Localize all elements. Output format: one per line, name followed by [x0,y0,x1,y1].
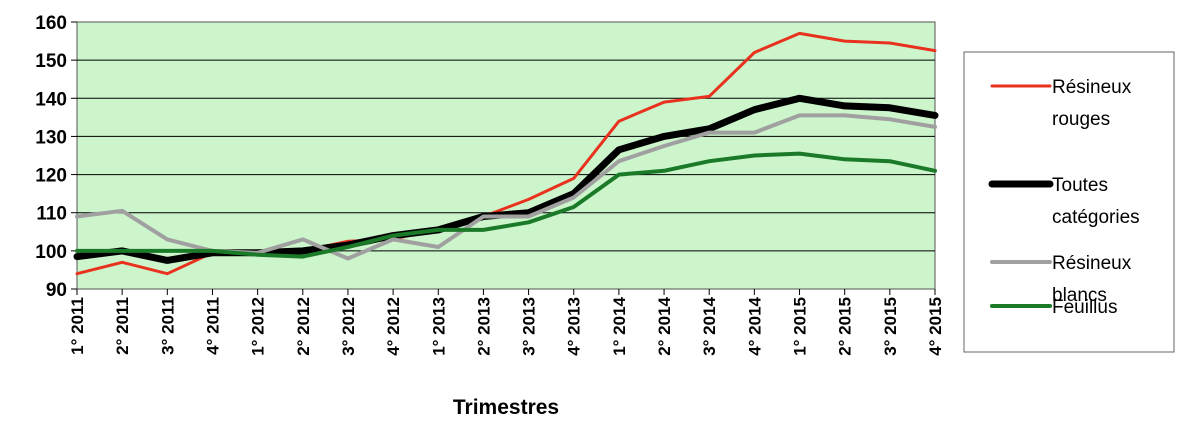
x-tick-label: 1° 2015 [791,297,810,356]
x-tick-label: 4° 2013 [565,297,584,356]
legend-box [963,51,1175,353]
legend-item: Feuillus [990,297,1117,318]
y-tick-label: 90 [46,280,67,301]
legend-item: Toutes catégories [988,175,1140,228]
x-tick-label: 1° 2011 [68,297,87,355]
x-tick-label: 4° 2015 [926,297,945,356]
x-axis-ticks: 1° 2011 2° 2011 3° 2011 4° 2011 1° 2012 2° 20… [68,289,945,356]
series-lines [73,31,939,276]
legend-item: Résineux blancs [990,253,1132,306]
legend-label: Résineux [1052,77,1132,98]
legend-label: catégories [1052,207,1140,228]
y-tick-label: 140 [35,89,67,110]
y-tick-label: 150 [35,51,67,72]
y-tick-label: 110 [36,204,67,225]
y-tick-label: 130 [35,127,67,148]
x-tick-label: 3° 2013 [520,297,539,356]
legend: Résineux rouges Toutes catégories Résineux bl… [988,77,1140,318]
y-axis-ticks: 90 100 110 120 130 140 150 160 [35,13,77,301]
x-tick-label: 3° 2012 [339,297,358,356]
x-tick-label: 1° 2014 [610,296,629,355]
x-tick-label: 3° 2011 [158,297,177,355]
legend-label: Feuillus [1052,297,1117,318]
x-tick-label: 2° 2013 [474,297,493,356]
y-tick-label: 100 [35,242,67,263]
x-tick-label: 1° 2012 [249,297,268,356]
x-tick-label: 2° 2011 [113,297,132,355]
legend-label: Toutes [1052,175,1108,196]
x-tick-label: 2° 2014 [655,296,674,355]
x-tick-label: 4° 2011 [203,297,222,355]
legend-label: Résineux [1052,253,1132,274]
series-line-3 [75,151,937,259]
x-tick-label: 2° 2015 [836,297,855,356]
x-tick-label: 4° 2014 [745,296,764,355]
x-tick-label: 3° 2014 [700,296,719,355]
legend-label: rouges [1052,109,1110,130]
legend-label: blancs [1052,285,1107,306]
legend-item: Résineux rouges [990,77,1132,130]
y-tick-label: 160 [35,13,67,34]
x-tick-label: 4° 2012 [384,297,403,356]
x-tick-label: 1° 2013 [429,297,448,356]
y-tick-label: 120 [35,166,67,187]
x-tick-label: 2° 2012 [294,297,313,356]
x-tick-label: 3° 2015 [881,297,900,356]
x-axis-title: Trimestres [453,396,559,419]
